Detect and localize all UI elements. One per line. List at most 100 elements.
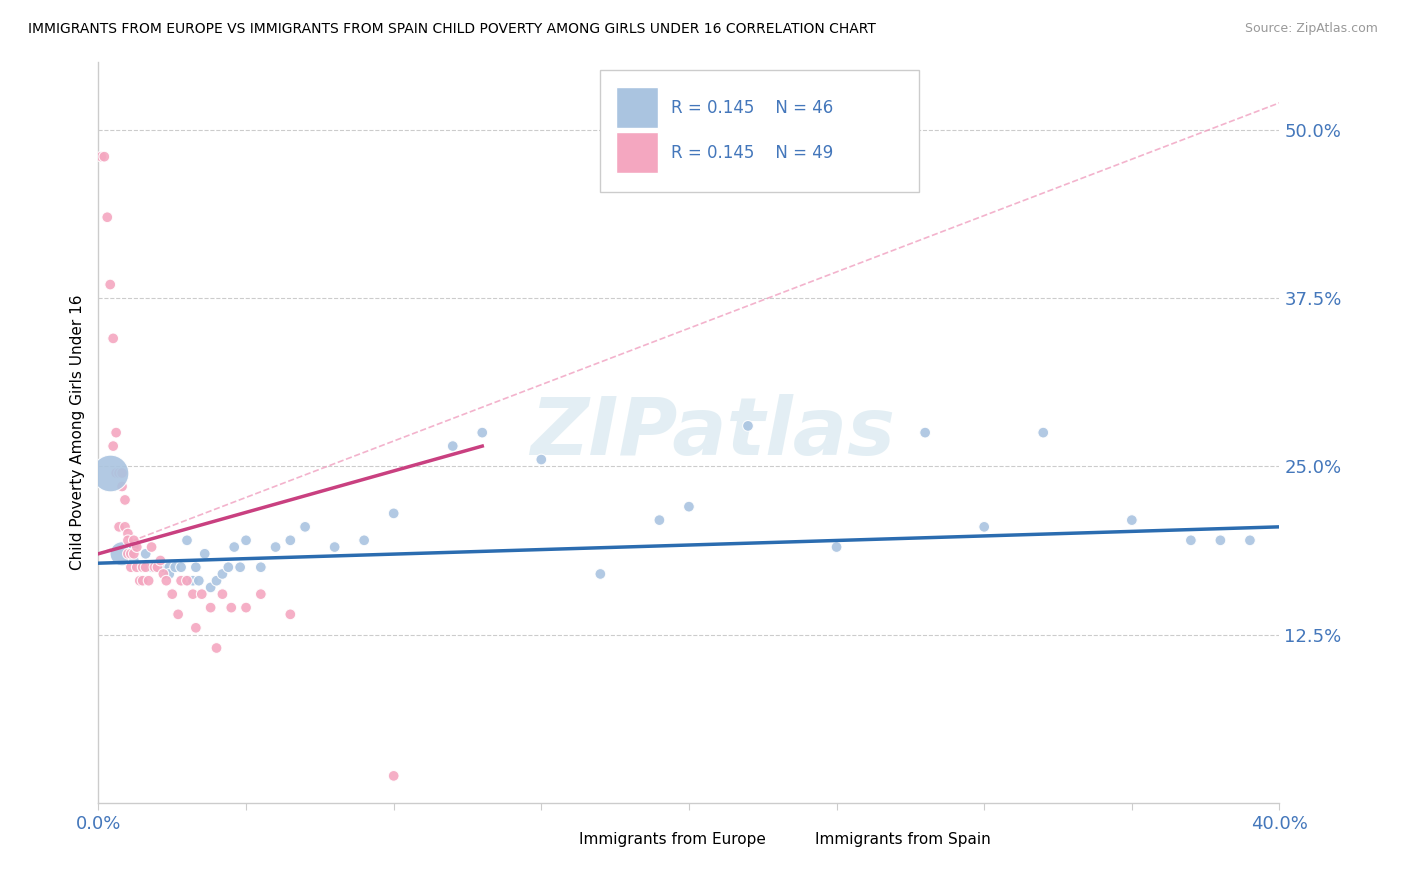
Point [132, 560, 155, 574]
Point [120, 560, 142, 574]
FancyBboxPatch shape [546, 826, 575, 853]
Point [90, 150, 112, 164]
Point [1180, 533, 1202, 548]
Point [111, 466, 134, 480]
Point [146, 560, 169, 574]
Point [120, 547, 142, 561]
Point [117, 533, 139, 548]
Point [122, 540, 145, 554]
Point [648, 513, 671, 527]
FancyBboxPatch shape [782, 826, 811, 853]
Point [167, 607, 190, 622]
Point [224, 540, 246, 554]
Point [184, 560, 207, 574]
Point [105, 466, 128, 480]
Point [105, 425, 128, 440]
Point [122, 553, 145, 567]
Point [117, 526, 139, 541]
Point [205, 574, 228, 588]
Point [157, 560, 180, 574]
Point [353, 533, 375, 548]
Point [170, 574, 193, 588]
Point [264, 540, 287, 554]
Point [141, 540, 163, 554]
Point [184, 621, 207, 635]
Point [235, 533, 257, 548]
Point [211, 587, 233, 601]
Point [382, 769, 405, 783]
Point [181, 587, 204, 601]
Point [141, 560, 163, 574]
Text: IMMIGRANTS FROM EUROPE VS IMMIGRANTS FROM SPAIN CHILD POVERTY AMONG GIRLS UNDER : IMMIGRANTS FROM EUROPE VS IMMIGRANTS FRO… [28, 22, 876, 37]
Point [181, 574, 204, 588]
Point [93, 150, 115, 164]
Point [125, 540, 148, 554]
Point [176, 574, 198, 588]
FancyBboxPatch shape [616, 132, 658, 173]
Point [138, 574, 160, 588]
Point [294, 520, 316, 534]
Point [114, 520, 136, 534]
Point [221, 600, 243, 615]
Point [914, 425, 936, 440]
Point [229, 560, 252, 574]
Text: R = 0.145    N = 46: R = 0.145 N = 46 [671, 99, 834, 117]
Point [128, 574, 150, 588]
Point [280, 607, 302, 622]
FancyBboxPatch shape [616, 87, 658, 128]
Point [103, 439, 125, 453]
Text: Immigrants from Spain: Immigrants from Spain [815, 831, 991, 847]
Point [176, 574, 198, 588]
Point [1032, 425, 1054, 440]
Point [678, 500, 700, 514]
Point [96, 211, 118, 225]
Point [143, 560, 166, 574]
Point [165, 560, 187, 574]
Point [111, 547, 134, 561]
Point [235, 600, 257, 615]
Point [217, 560, 239, 574]
Point [132, 574, 155, 588]
Point [111, 479, 134, 493]
Point [250, 587, 273, 601]
Point [98, 277, 121, 292]
Point [382, 507, 405, 521]
Point [103, 331, 125, 345]
Y-axis label: Child Poverty Among Girls Under 16: Child Poverty Among Girls Under 16 [69, 295, 84, 570]
Point [155, 574, 177, 588]
Point [825, 540, 848, 554]
Point [114, 492, 136, 507]
Point [200, 581, 222, 595]
Point [170, 560, 193, 574]
Text: Source: ZipAtlas.com: Source: ZipAtlas.com [1244, 22, 1378, 36]
Point [135, 547, 157, 561]
Point [135, 560, 157, 574]
Point [162, 587, 183, 601]
Point [117, 547, 139, 561]
Point [737, 418, 759, 433]
Point [157, 566, 180, 581]
Point [441, 439, 464, 453]
Point [149, 553, 172, 567]
Point [200, 600, 222, 615]
Point [280, 533, 302, 548]
Point [471, 425, 494, 440]
Point [1121, 513, 1143, 527]
Point [323, 540, 346, 554]
Point [1209, 533, 1232, 548]
Text: ZIPatlas: ZIPatlas [530, 393, 896, 472]
Point [122, 547, 145, 561]
Point [250, 560, 273, 574]
Point [589, 566, 612, 581]
Point [187, 574, 209, 588]
Point [1239, 533, 1261, 548]
Point [122, 533, 145, 548]
Point [191, 587, 214, 601]
Point [205, 640, 228, 655]
Point [152, 560, 174, 574]
Point [211, 566, 233, 581]
Point [108, 466, 131, 480]
Text: Immigrants from Europe: Immigrants from Europe [579, 831, 766, 847]
Point [176, 533, 198, 548]
FancyBboxPatch shape [600, 70, 920, 192]
